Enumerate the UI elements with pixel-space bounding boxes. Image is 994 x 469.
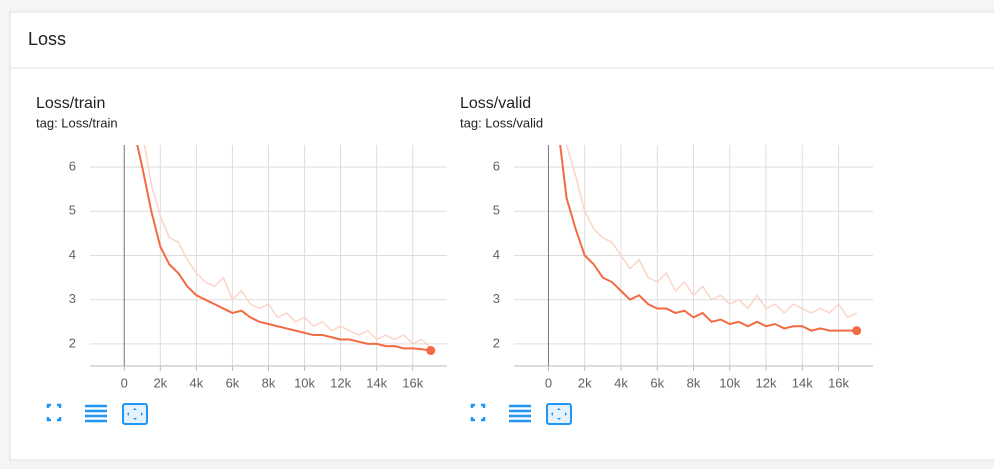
log-scale-button[interactable] (85, 404, 107, 423)
y-tick-label: 3 (493, 291, 500, 306)
x-tick-label: 2k (578, 375, 592, 390)
x-tick-label: 14k (792, 375, 813, 390)
y-tick-label: 6 (69, 159, 76, 174)
series-line (565, 145, 858, 319)
y-tick-label: 5 (69, 203, 76, 218)
y-tick-label: 6 (493, 159, 500, 174)
expand-button[interactable] (470, 403, 486, 422)
expand-button[interactable] (46, 403, 62, 422)
y-tick-label: 5 (493, 203, 500, 218)
chart-subtitle: tag: Loss/valid (460, 115, 543, 130)
x-tick-label: 6k (650, 375, 664, 390)
fit-domain-button[interactable] (122, 403, 148, 425)
plot (559, 145, 858, 332)
chart-title: Loss/valid (460, 95, 531, 112)
last-point (852, 326, 862, 336)
x-tick-label: 14k (366, 375, 387, 390)
y-tick-label: 2 (493, 335, 500, 350)
x-tick-label: 0 (121, 375, 128, 390)
x-tick-label: 0 (545, 375, 552, 390)
log-scale-button[interactable] (509, 404, 531, 423)
section-title: Loss (28, 29, 66, 49)
fit-domain-button[interactable] (546, 403, 572, 425)
x-tick-label: 10k (719, 375, 740, 390)
y-tick-label: 4 (493, 247, 500, 262)
last-point (426, 346, 436, 356)
x-tick-label: 8k (687, 375, 701, 390)
x-tick-label: 6k (226, 375, 240, 390)
y-tick-label: 4 (69, 247, 76, 262)
plot (136, 145, 432, 352)
x-tick-label: 12k (330, 375, 351, 390)
x-tick-label: 4k (190, 375, 204, 390)
x-tick-label: 16k (828, 375, 849, 390)
x-tick-label: 8k (262, 375, 276, 390)
y-tick-label: 3 (69, 291, 76, 306)
x-tick-label: 16k (402, 375, 423, 390)
series-line (143, 145, 432, 349)
series-line (136, 145, 431, 352)
chart-subtitle: tag: Loss/train (36, 115, 118, 130)
card (9, 11, 994, 461)
x-tick-label: 12k (756, 375, 777, 390)
y-tick-label: 2 (69, 335, 76, 350)
x-tick-label: 10k (294, 375, 315, 390)
x-tick-label: 4k (614, 375, 628, 390)
x-tick-label: 2k (153, 375, 167, 390)
series-line (559, 145, 857, 332)
chart-title: Loss/train (36, 95, 105, 112)
